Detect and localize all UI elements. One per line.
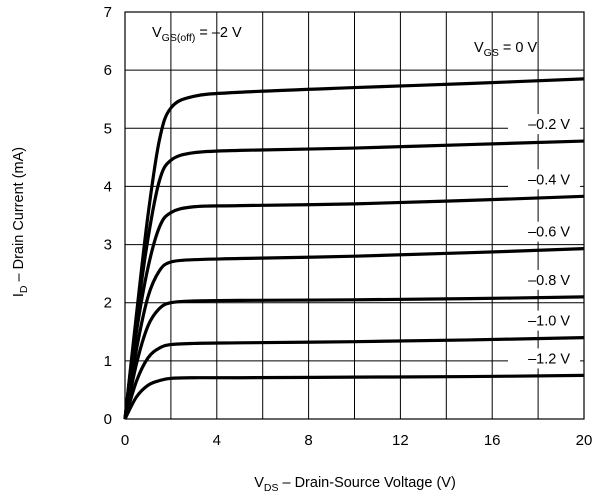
vgs-header-label: VGS = 0 V xyxy=(474,40,537,59)
curve-label: –0.4 V xyxy=(528,172,570,188)
y-tick-label: 3 xyxy=(104,237,112,254)
curves xyxy=(123,77,585,420)
grid xyxy=(124,11,585,420)
curve--0-2-V xyxy=(123,139,585,420)
curve-label-bg xyxy=(508,114,580,135)
y-tick-label: 7 xyxy=(104,4,112,21)
y-tick-label: 6 xyxy=(104,62,112,79)
curve--0-6-V xyxy=(123,247,585,420)
x-tick-label: 4 xyxy=(213,432,221,449)
curve-label: –0.6 V xyxy=(528,225,570,241)
y-tick-label: 1 xyxy=(104,353,112,370)
y-tick-label: 4 xyxy=(104,178,112,195)
plot-frame xyxy=(124,11,585,420)
curve-label: –0.8 V xyxy=(528,273,570,289)
curve-label-bg xyxy=(508,348,580,369)
curve--0-8-V xyxy=(123,295,585,420)
curve-label: –1.0 V xyxy=(528,314,570,330)
curve--1-2-V xyxy=(123,373,585,420)
x-axis-label: VDS – Drain-Source Voltage (V) xyxy=(254,475,456,494)
curve-label-bg xyxy=(508,169,580,190)
curve--0-4-V xyxy=(123,194,585,420)
y-tick-label: 5 xyxy=(104,120,112,137)
curve-label-bg xyxy=(508,310,580,331)
x-tick-label: 12 xyxy=(392,432,409,449)
x-tick-label: 20 xyxy=(576,432,593,449)
curve-label: –1.2 V xyxy=(528,351,570,367)
vgs-off-annotation: VGS(off) = –2 V xyxy=(152,25,242,44)
curve-label-bg xyxy=(508,269,580,290)
curve-label: –0.2 V xyxy=(528,117,570,133)
curve--1-0-V xyxy=(123,336,585,420)
y-tick-label: 0 xyxy=(104,411,112,428)
x-tick-label: 16 xyxy=(484,432,501,449)
curve-label-bg xyxy=(508,221,580,242)
y-tick-label: 2 xyxy=(104,295,112,312)
x-tick-label: 8 xyxy=(304,432,312,449)
y-axis-label: ID – Drain Current (mA) xyxy=(11,147,30,297)
curve-labels: –0.2 V –0.4 V –0.6 V –0.8 V –1.0 V –1.2 V xyxy=(508,114,580,369)
x-tick-label: 0 xyxy=(121,432,129,449)
